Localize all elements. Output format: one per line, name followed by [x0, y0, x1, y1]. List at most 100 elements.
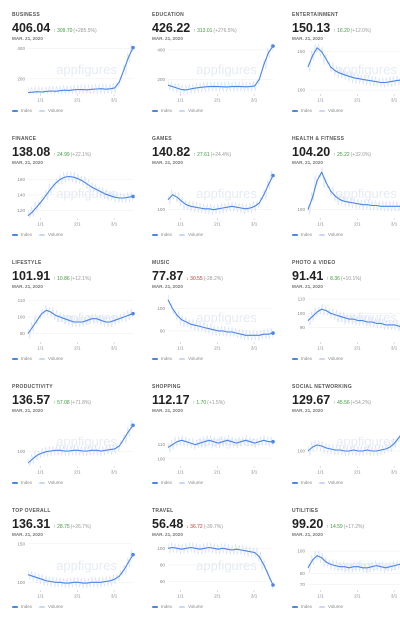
- y-tick-label: 100: [17, 449, 25, 454]
- chart-card: FINANCE 138.08 ↑ 24.99(+22.1%) MAR. 21, 202…: [12, 124, 142, 248]
- volume-swatch: [319, 605, 326, 608]
- latest-point[interactable]: [271, 44, 275, 48]
- x-tick-label: 2/1: [74, 222, 81, 227]
- value-row: 56.48 ↓ 36.72(-39.7%): [152, 515, 223, 533]
- y-tick-label: 100: [157, 306, 165, 311]
- x-tick-label: 1/1: [37, 346, 44, 351]
- latest-point[interactable]: [131, 552, 135, 557]
- volume-swatch: [39, 109, 46, 112]
- legend-volume-label[interactable]: Volume: [188, 232, 204, 237]
- index-value: 91.41: [292, 269, 324, 283]
- date-label: MAR. 21, 2020: [292, 532, 323, 537]
- legend-index-label[interactable]: Index: [161, 108, 173, 113]
- change-percent: (+71.8%): [70, 400, 92, 406]
- x-tick-label: 3/1: [251, 222, 258, 227]
- chart-legend: Index Volume: [12, 232, 63, 237]
- legend-volume-label[interactable]: Volume: [328, 604, 344, 609]
- chart-card: GAMES 140.82 ↑ 27.61(+24.4%) MAR. 21, 2020 1…: [152, 124, 282, 248]
- x-tick-label: 3/1: [251, 346, 258, 351]
- legend-volume-label[interactable]: Volume: [328, 232, 344, 237]
- chart-card: PHOTO & VIDEO 91.41 ↑ 8.36(+10.1%) MAR. 21,…: [292, 248, 400, 372]
- legend-volume-label[interactable]: Volume: [328, 108, 344, 113]
- change-value: ↓ 30.55: [186, 276, 203, 282]
- latest-point[interactable]: [271, 331, 275, 335]
- latest-point[interactable]: [271, 439, 275, 444]
- value-row: 136.31 ↑ 28.75(+26.7%): [12, 515, 91, 533]
- legend-volume-label[interactable]: Volume: [188, 108, 204, 113]
- legend-index-label[interactable]: Index: [21, 356, 33, 361]
- chart-title: TRAVEL: [152, 508, 174, 514]
- index-swatch: [12, 605, 18, 608]
- change-value: ↑ 27.61: [193, 152, 210, 158]
- latest-point[interactable]: [131, 45, 135, 50]
- legend-index-label[interactable]: Index: [301, 480, 313, 485]
- volume-swatch: [179, 109, 186, 112]
- y-tick-label: 100: [157, 207, 165, 212]
- legend-volume-label[interactable]: Volume: [48, 604, 64, 609]
- legend-volume-label[interactable]: Volume: [48, 356, 64, 361]
- y-tick-label: 90: [300, 325, 306, 330]
- x-tick-label: 1/1: [37, 222, 44, 227]
- legend-index-label[interactable]: Index: [161, 232, 173, 237]
- legend-index-label[interactable]: Index: [301, 108, 313, 113]
- volume-swatch: [179, 357, 186, 360]
- y-tick-label: 100: [157, 456, 165, 461]
- date-label: MAR. 21, 2020: [292, 284, 323, 289]
- index-value: 99.20: [292, 517, 324, 531]
- y-tick-label: 100: [297, 449, 305, 454]
- y-tick-label: 100: [297, 549, 305, 554]
- x-tick-label: 3/1: [391, 98, 398, 103]
- legend-index-label[interactable]: Index: [161, 604, 173, 609]
- legend-volume-label[interactable]: Volume: [48, 480, 64, 485]
- legend-index-label[interactable]: Index: [301, 604, 313, 609]
- x-tick-label: 3/1: [111, 346, 118, 351]
- legend-volume-label[interactable]: Volume: [328, 480, 344, 485]
- watermark: appfigures: [196, 558, 257, 573]
- chart-card: ENTERTAINMENT 150.13 ↑ 16.20(+12.0%) MAR. 2…: [292, 0, 400, 124]
- index-value: 406.04: [12, 21, 51, 35]
- latest-point[interactable]: [131, 423, 135, 428]
- change-percent: (-39.7%): [203, 524, 223, 530]
- index-line: [307, 555, 400, 569]
- legend-index-label[interactable]: Index: [301, 232, 313, 237]
- legend-index-label[interactable]: Index: [161, 480, 173, 485]
- latest-point[interactable]: [271, 173, 275, 178]
- latest-point[interactable]: [131, 311, 135, 316]
- y-tick-label: 400: [157, 47, 165, 52]
- index-swatch: [292, 481, 298, 484]
- x-tick-label: 2/1: [214, 594, 221, 599]
- legend-index-label[interactable]: Index: [21, 108, 33, 113]
- date-label: MAR. 21, 2020: [152, 36, 183, 41]
- legend-index-label[interactable]: Index: [301, 356, 313, 361]
- value-row: 99.20 ↑ 14.59(+17.2%): [292, 515, 364, 533]
- index-swatch: [152, 481, 158, 484]
- legend-index-label[interactable]: Index: [21, 232, 33, 237]
- latest-point[interactable]: [131, 194, 135, 199]
- y-tick-label: 120: [17, 208, 25, 213]
- index-value: 426.22: [152, 21, 191, 35]
- index-value: 129.67: [292, 393, 331, 407]
- x-tick-label: 2/1: [214, 98, 221, 103]
- legend-index-label[interactable]: Index: [21, 480, 33, 485]
- x-tick-label: 2/1: [214, 222, 221, 227]
- legend-volume-label[interactable]: Volume: [188, 480, 204, 485]
- legend-volume-label[interactable]: Volume: [328, 356, 344, 361]
- x-tick-label: 3/1: [111, 222, 118, 227]
- date-label: MAR. 21, 2020: [12, 532, 43, 537]
- latest-point[interactable]: [271, 583, 275, 587]
- y-tick-label: 100: [17, 580, 25, 585]
- legend-volume-label[interactable]: Volume: [188, 604, 204, 609]
- legend-volume-label[interactable]: Volume: [188, 356, 204, 361]
- change-percent: (-28.2%): [203, 276, 223, 282]
- x-tick-label: 2/1: [354, 346, 361, 351]
- value-row: 77.87 ↓ 30.55(-28.2%): [152, 267, 223, 285]
- chart-title: LIFESTYLE: [12, 260, 42, 266]
- legend-index-label[interactable]: Index: [161, 356, 173, 361]
- chart-title: MUSIC: [152, 260, 170, 266]
- index-line: [307, 308, 400, 327]
- legend-volume-label[interactable]: Volume: [48, 108, 64, 113]
- value-row: 91.41 ↑ 8.36(+10.1%): [292, 267, 361, 285]
- legend-volume-label[interactable]: Volume: [48, 232, 64, 237]
- legend-index-label[interactable]: Index: [21, 604, 33, 609]
